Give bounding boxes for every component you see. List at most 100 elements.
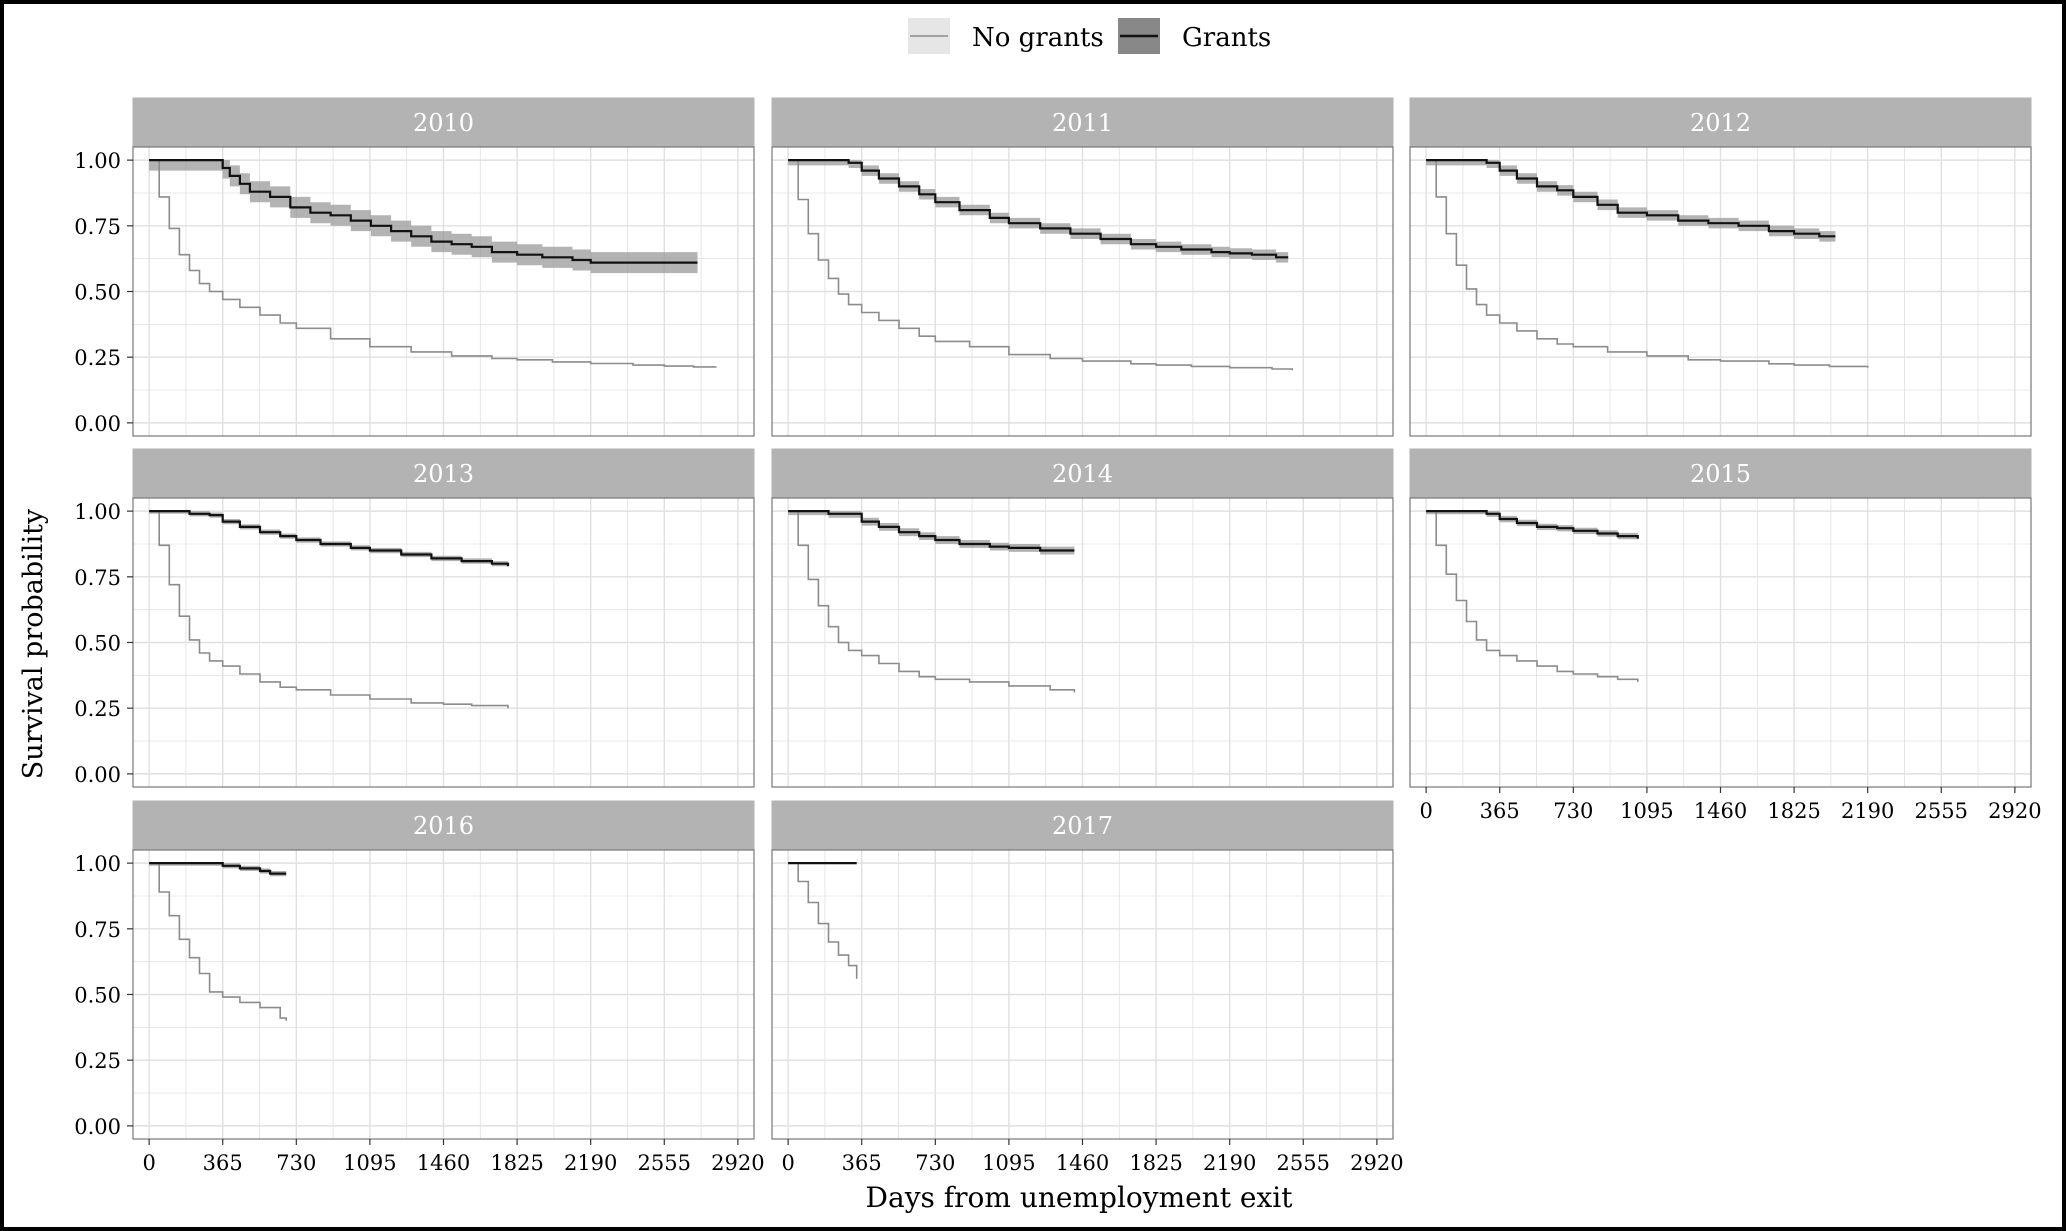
facet-panel-2014: 2014 <box>771 448 1394 788</box>
grants-curve <box>149 862 287 875</box>
x-tick-label: 1825 <box>490 1151 543 1175</box>
no-grants-curve <box>1426 159 1869 368</box>
grants-curve <box>788 510 1075 552</box>
x-tick-label: 2190 <box>1203 1151 1256 1175</box>
no-grants-curve <box>149 862 287 1021</box>
x-tick-label: 2190 <box>1841 799 1894 823</box>
panel-grid <box>772 147 1393 436</box>
facet-strip <box>132 448 755 499</box>
facet-strip <box>1409 448 2032 499</box>
axis-titles: Days from unemployment exit Survival pro… <box>18 508 1293 1214</box>
facet-title: 2017 <box>1052 812 1113 840</box>
x-tick-label: 2555 <box>1277 1151 1330 1175</box>
y-tick-label: 0.00 <box>74 1115 121 1139</box>
facet-title: 2012 <box>1690 109 1751 137</box>
x-tick-label: 730 <box>1553 799 1593 823</box>
y-tick-label: 0.25 <box>74 697 121 721</box>
y-tick-label: 0.50 <box>74 984 121 1008</box>
facet-strip <box>771 97 1394 148</box>
legend-item-no-grants: No grants <box>908 18 1104 54</box>
x-tick-label: 1095 <box>1620 799 1673 823</box>
facet-strip <box>771 448 1394 499</box>
legend-label: No grants <box>972 23 1104 53</box>
panel-grid <box>1410 147 2031 436</box>
grants-curve <box>1426 510 1639 539</box>
grants-confidence-band <box>149 863 287 877</box>
x-tick-label: 730 <box>276 1151 316 1175</box>
x-tick-label: 0 <box>781 1151 794 1175</box>
y-tick-label: 1.00 <box>74 852 121 876</box>
grants-confidence-band <box>149 160 698 274</box>
x-axis-title: Days from unemployment exit <box>866 1181 1294 1214</box>
grants-curve <box>149 510 510 567</box>
y-tick-label: 0.00 <box>74 412 121 436</box>
x-tick-label: 2190 <box>564 1151 617 1175</box>
panel-grid <box>133 850 754 1139</box>
facet-panel-2010: 2010 0.00 0.25 0.50 0.75 1.00 <box>74 97 755 437</box>
no-grants-curve <box>788 510 1076 693</box>
facet-strip <box>1409 97 2032 148</box>
y-tick-label: 1.00 <box>74 500 121 524</box>
x-tick-label: 730 <box>915 1151 955 1175</box>
x-tick-label: 1460 <box>1056 1151 1109 1175</box>
panel-grid <box>1410 498 2031 787</box>
y-tick-label: 0.25 <box>74 1049 121 1073</box>
facet-panel-2011: 2011 <box>771 97 1394 437</box>
grants-confidence-band <box>1426 511 1638 542</box>
no-grants-curve <box>149 510 509 709</box>
x-tick-label: 1095 <box>982 1151 1035 1175</box>
y-tick-label: 0.00 <box>74 763 121 787</box>
x-tick-label: 2555 <box>638 1151 691 1175</box>
x-tick-label: 2920 <box>1350 1151 1403 1175</box>
y-tick-label: 0.50 <box>74 632 121 656</box>
x-tick-label: 0 <box>1419 799 1432 823</box>
grants-curve <box>149 159 698 264</box>
facet-panel-2013: 2013 0.00 0.25 0.50 0.75 1.00 <box>74 448 755 788</box>
legend-label: Grants <box>1182 23 1271 53</box>
panel-grid <box>133 147 754 436</box>
y-tick-label: 0.75 <box>74 215 121 239</box>
x-tick-label: 2555 <box>1915 799 1968 823</box>
facet-title: 2016 <box>413 812 474 840</box>
y-axis-title: Survival probability <box>18 508 49 779</box>
facet-title: 2011 <box>1052 109 1113 137</box>
x-tick-label: 1825 <box>1767 799 1820 823</box>
facet-panel-2012: 2012 <box>1409 97 2032 437</box>
x-tick-label: 365 <box>842 1151 882 1175</box>
facet-strip <box>132 97 755 148</box>
x-tick-label: 2920 <box>1988 799 2041 823</box>
x-tick-label: 1460 <box>1694 799 1747 823</box>
no-grants-curve <box>788 862 858 979</box>
x-tick-label: 1460 <box>417 1151 470 1175</box>
legend-item-grants: Grants <box>1118 18 1271 54</box>
panel-grid <box>772 498 1393 787</box>
no-grants-curve <box>149 159 717 368</box>
facet-panels: 2010 0.00 0.25 0.50 0.75 1.00 2011 2012 2013 0.00… <box>74 97 2042 1175</box>
facet-title: 2010 <box>413 109 474 137</box>
panel-grid <box>133 498 754 787</box>
y-tick-label: 0.75 <box>74 566 121 590</box>
panel-grid <box>772 850 1393 1139</box>
faceted-survival-chart: No grants Grants 2010 0.00 0.25 0.50 0.75 1.00… <box>18 18 2042 1214</box>
y-tick-label: 0.75 <box>74 918 121 942</box>
x-tick-label: 365 <box>203 1151 243 1175</box>
y-tick-label: 0.25 <box>74 346 121 370</box>
panel-border <box>771 146 1394 437</box>
no-grants-curve <box>1426 510 1639 682</box>
facet-panel-2016: 2016 0.00 0.25 0.50 0.75 1.00 0 365 730 1095 1460 1… <box>74 800 765 1175</box>
x-tick-label: 0 <box>142 1151 155 1175</box>
x-tick-label: 1825 <box>1129 1151 1182 1175</box>
legend: No grants Grants <box>908 18 1271 54</box>
no-grants-curve <box>788 159 1293 371</box>
x-tick-label: 2920 <box>711 1151 764 1175</box>
y-tick-label: 1.00 <box>74 149 121 173</box>
panel-border <box>771 497 1394 788</box>
panel-border <box>1409 146 2032 437</box>
facet-title: 2013 <box>413 460 474 488</box>
facet-title: 2015 <box>1690 460 1751 488</box>
y-tick-label: 0.50 <box>74 281 121 305</box>
facet-title: 2014 <box>1052 460 1113 488</box>
facet-panel-2017: 2017 0 365 730 1095 1460 1825 2190 2555 2920 <box>771 800 1404 1175</box>
grants-confidence-band <box>1426 160 1836 242</box>
